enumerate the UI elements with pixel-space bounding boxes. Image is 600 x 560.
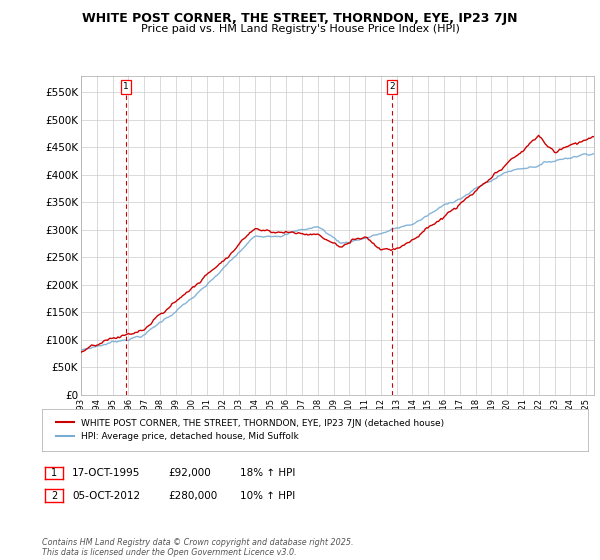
Legend: WHITE POST CORNER, THE STREET, THORNDON, EYE, IP23 7JN (detached house), HPI: Av: WHITE POST CORNER, THE STREET, THORNDON,… — [52, 415, 448, 445]
Text: £92,000: £92,000 — [168, 468, 211, 478]
Text: WHITE POST CORNER, THE STREET, THORNDON, EYE, IP23 7JN: WHITE POST CORNER, THE STREET, THORNDON,… — [82, 12, 518, 25]
Text: 18% ↑ HPI: 18% ↑ HPI — [240, 468, 295, 478]
Text: 10% ↑ HPI: 10% ↑ HPI — [240, 491, 295, 501]
Text: 1: 1 — [123, 82, 129, 91]
Text: 1: 1 — [51, 468, 57, 478]
Text: 17-OCT-1995: 17-OCT-1995 — [72, 468, 140, 478]
Text: Price paid vs. HM Land Registry's House Price Index (HPI): Price paid vs. HM Land Registry's House … — [140, 24, 460, 34]
Text: Contains HM Land Registry data © Crown copyright and database right 2025.
This d: Contains HM Land Registry data © Crown c… — [42, 538, 353, 557]
Text: 05-OCT-2012: 05-OCT-2012 — [72, 491, 140, 501]
Text: £280,000: £280,000 — [168, 491, 217, 501]
Text: 2: 2 — [389, 82, 395, 91]
Text: 2: 2 — [51, 491, 57, 501]
